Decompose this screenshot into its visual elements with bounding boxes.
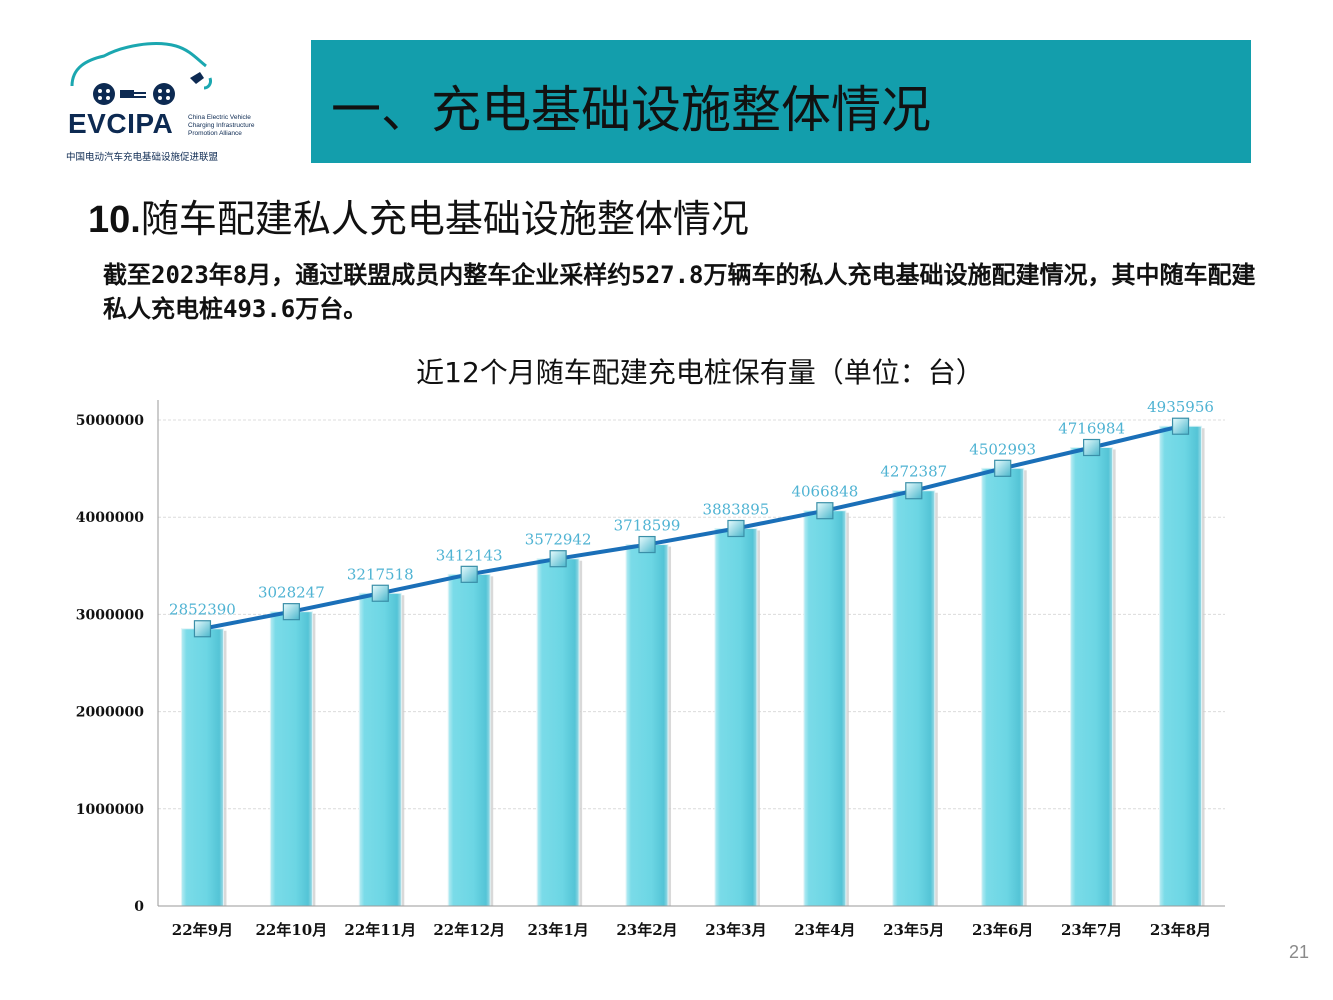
data-label: 4272387 [880, 463, 947, 481]
x-tick-label: 23年4月 [794, 921, 855, 939]
x-tick-label: 23年6月 [972, 921, 1033, 939]
data-label: 2852390 [169, 601, 236, 619]
y-tick-label: 4000000 [76, 510, 144, 526]
data-label: 3028247 [258, 584, 325, 602]
line-marker [727, 519, 745, 538]
data-label: 4066848 [791, 483, 858, 501]
logo-chinese-name: 中国电动汽车充电基础设施促进联盟 [66, 152, 219, 163]
trend-line [202, 424, 1182, 631]
data-label: 3718599 [614, 517, 681, 535]
logo-wordmark: EVCIPA [68, 108, 174, 139]
chart-title: 近12个月随车配建充电桩保有量（单位：台） [416, 356, 984, 389]
x-tick-label: 23年5月 [883, 921, 944, 939]
x-tick-label: 22年10月 [256, 921, 328, 939]
section-description: 截至2023年8月，通过联盟成员内整车企业采样约527.8万辆车的私人充电基础设… [103, 261, 1256, 323]
line-marker [193, 620, 212, 638]
x-tick-label: 22年12月 [433, 921, 505, 939]
data-label: 4716984 [1058, 420, 1125, 438]
y-tick-label: 0 [134, 899, 144, 915]
y-tick-label: 3000000 [76, 607, 144, 623]
title-banner: 一、充电基础设施整体情况 [311, 40, 1251, 163]
data-label: 3412143 [436, 546, 503, 564]
bar [625, 544, 669, 907]
data-label: 4502993 [969, 440, 1036, 458]
page-number: 21 [1288, 942, 1309, 962]
bar [536, 558, 580, 907]
line-marker [1083, 438, 1101, 457]
line-marker [638, 535, 656, 554]
line-marker [371, 584, 389, 602]
logo-english-name: China Electric Vehicle Charging Infrastr… [188, 114, 255, 137]
bar [180, 628, 224, 907]
y-tick-label: 1000000 [76, 802, 144, 818]
line-marker [282, 603, 300, 621]
line-marker [1171, 417, 1190, 435]
x-tick-label: 23年3月 [705, 921, 766, 939]
bar [803, 510, 847, 907]
car-logo-icon [70, 42, 212, 105]
bar-line-chart: 0 1000000 2000000 3000000 4000000 5000000 22年9… [76, 398, 1225, 939]
bar [1070, 447, 1114, 907]
bar [981, 467, 1025, 907]
evcipa-logo: EVCIPA China Electric Vehicle Charging I… [60, 38, 275, 168]
x-tick-label: 23年1月 [527, 921, 588, 939]
x-tick-label: 22年9月 [172, 921, 233, 939]
y-tick-label: 5000000 [76, 413, 144, 429]
line-marker [549, 550, 567, 568]
y-tick-label: 2000000 [76, 705, 144, 721]
x-tick-label: 22年11月 [344, 921, 416, 939]
line-marker [816, 502, 834, 520]
bar [447, 573, 491, 907]
x-tick-label: 23年7月 [1061, 921, 1122, 939]
data-label: 3217518 [347, 565, 414, 583]
data-label: 4935956 [1147, 398, 1214, 416]
bar [1159, 425, 1203, 907]
bar [714, 527, 758, 907]
line-marker [905, 482, 923, 500]
slide-title: 一、充电基础设施整体情况 [331, 81, 931, 139]
bar [892, 490, 936, 907]
bar [358, 592, 402, 907]
section-number: 10. [88, 199, 141, 241]
x-tick-label: 23年8月 [1150, 921, 1211, 939]
bar [269, 611, 313, 907]
line-marker [994, 459, 1012, 477]
data-label: 3883895 [703, 500, 770, 518]
section-title: 随车配建私人充电基础设施整体情况 [140, 197, 749, 241]
line-marker [460, 565, 478, 583]
section-heading: 10.随车配建私人充电基础设施整体情况 [88, 188, 749, 243]
data-label: 3572942 [525, 531, 592, 549]
x-tick-label: 23年2月 [616, 921, 677, 939]
